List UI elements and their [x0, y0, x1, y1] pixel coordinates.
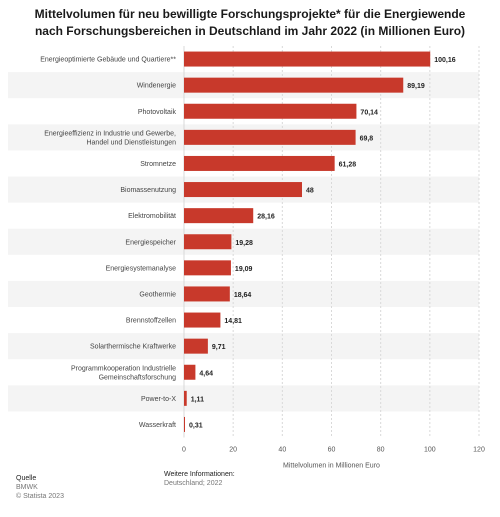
chart-title-line1: Mittelvolumen für neu bewilligte Forschu… — [34, 7, 466, 21]
category-label: Stromnetze — [140, 161, 176, 168]
category-label: Geothermie — [139, 291, 176, 298]
category-label: Energieeffizienz in Industrie und Gewerb… — [44, 130, 176, 146]
info-block: Weitere Informationen: Deutschland; 2022 — [164, 470, 235, 488]
x-tick-label: 0 — [182, 447, 186, 454]
category-label: Programmkooperation Industrielle Gemeinsc… — [71, 365, 176, 381]
row-band — [8, 228, 479, 255]
chart-title: Mittelvolumen für neu bewilligte Forschu… — [10, 6, 490, 40]
bar — [184, 103, 357, 119]
value-label: 48 — [306, 188, 314, 195]
value-label: 4,64 — [199, 370, 213, 377]
value-label: 69,8 — [360, 135, 374, 142]
value-label: 0,31 — [189, 422, 203, 429]
bar — [184, 77, 404, 93]
bar — [184, 129, 356, 145]
x-tick-label: 80 — [377, 447, 385, 454]
bar — [184, 416, 185, 432]
category-label: Energieoptimierte Gebäude und Quartiere*… — [40, 57, 176, 64]
value-label: 14,81 — [224, 318, 242, 325]
chart-title-line2: nach Forschungsbereichen in Deutschland … — [34, 24, 466, 38]
x-tick-label: 40 — [278, 447, 286, 454]
category-label: Energiesystemanalyse — [106, 265, 177, 272]
value-label: 19,09 — [235, 266, 253, 273]
source-value: BMWK — [16, 484, 38, 491]
info-value: Deutschland; 2022 — [164, 480, 223, 487]
bar — [184, 234, 232, 250]
x-tick-label: 120 — [473, 447, 485, 454]
value-label: 61,28 — [339, 161, 357, 168]
row-band — [8, 280, 479, 307]
source-block: Quelle BMWK © Statista 2023 — [16, 474, 64, 501]
bar — [184, 182, 302, 198]
bar — [184, 208, 254, 224]
bar — [184, 260, 231, 276]
x-tick-label: 100 — [424, 447, 436, 454]
row-band — [8, 333, 479, 360]
info-label: Weitere Informationen: — [164, 471, 235, 478]
bar-chart: 0 20 40 60 80 100 120 100,16 Energieoptimierte G… — [8, 46, 485, 470]
category-label: Windenergie — [137, 83, 176, 90]
value-label: 1,11 — [191, 396, 204, 403]
category-label: Solarthermische Kraftwerke — [90, 344, 176, 351]
bar — [184, 51, 431, 67]
value-label: 70,14 — [360, 109, 378, 116]
category-label: Brennstoffzellen — [126, 318, 176, 325]
bar — [184, 312, 221, 328]
value-label: 19,28 — [235, 240, 253, 247]
category-label: Photovoltaik — [138, 109, 177, 116]
value-label: 89,19 — [407, 83, 425, 90]
value-label: 100,16 — [434, 57, 456, 64]
copyright-text: © Statista 2023 — [16, 493, 64, 500]
x-tick-label: 20 — [229, 447, 237, 454]
bar — [184, 286, 230, 302]
bar — [184, 364, 196, 380]
category-label: Wasserkraft — [139, 422, 176, 429]
bar — [184, 155, 335, 171]
value-label: 9,71 — [212, 344, 226, 351]
category-label: Biomassenutzung — [120, 187, 176, 194]
x-tick-label: 60 — [328, 447, 336, 454]
category-label: Elektromobilität — [128, 213, 176, 220]
bar — [184, 390, 187, 406]
x-axis-title: Mittelvolumen in Millionen Euro — [283, 463, 380, 470]
value-label: 28,16 — [257, 214, 275, 221]
category-label: Power-to-X — [141, 396, 176, 403]
value-label: 18,64 — [234, 292, 252, 299]
row-band — [8, 385, 479, 412]
category-label: Energiespeicher — [125, 239, 176, 246]
bar — [184, 338, 208, 354]
source-label: Quelle — [16, 475, 37, 482]
